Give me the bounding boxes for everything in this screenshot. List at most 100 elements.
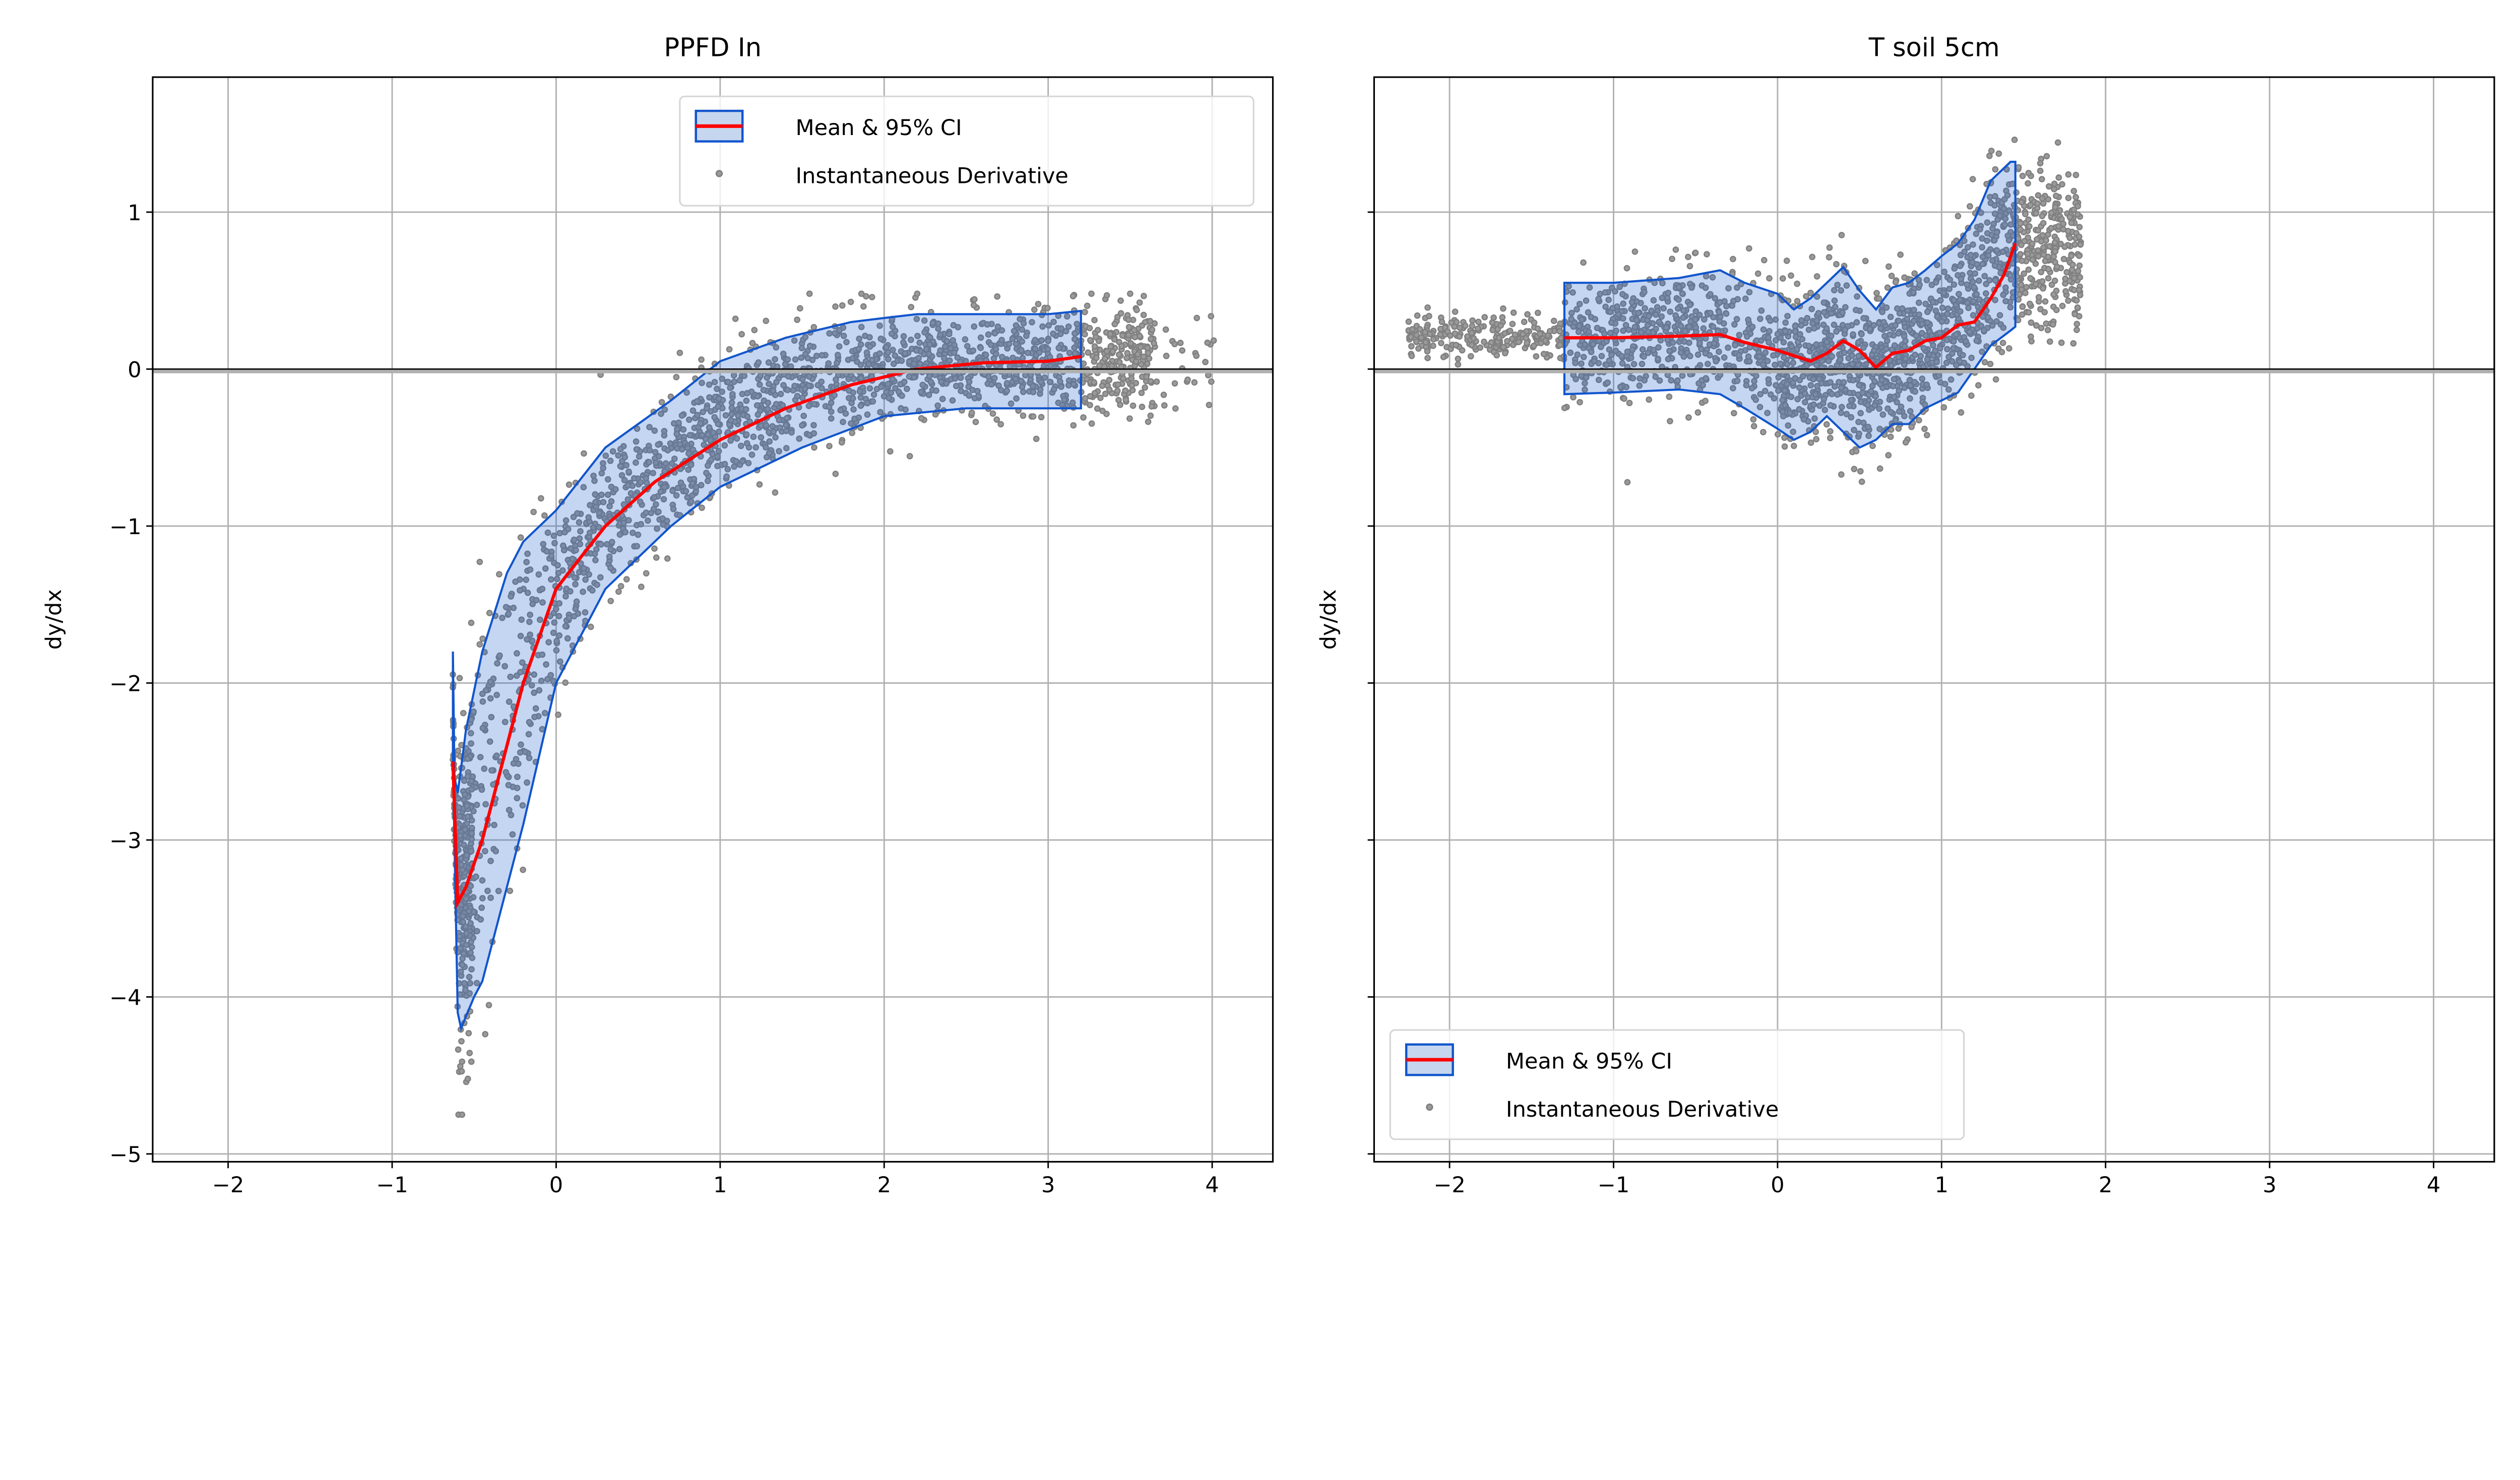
- scatter-point: [1967, 203, 1973, 210]
- scatter-point: [633, 438, 640, 445]
- scatter-point: [1087, 402, 1094, 409]
- scatter-point: [926, 372, 933, 379]
- scatter-point: [1902, 439, 1909, 446]
- scatter-point: [925, 351, 932, 357]
- scatter-point: [1062, 328, 1069, 335]
- scatter-point: [617, 445, 624, 453]
- scatter-point: [519, 659, 526, 666]
- scatter-point: [604, 491, 611, 498]
- scatter-point: [2059, 181, 2065, 188]
- scatter-point: [964, 343, 971, 350]
- scatter-point: [744, 390, 750, 397]
- scatter-point: [593, 503, 600, 510]
- scatter-point: [542, 565, 549, 572]
- scatter-point: [941, 355, 948, 362]
- scatter-point: [1885, 452, 1892, 459]
- scatter-point: [466, 1050, 473, 1056]
- ci-band: [452, 309, 1082, 1032]
- scatter-point: [488, 714, 495, 721]
- scatter-point: [801, 385, 808, 393]
- scatter-point: [1126, 415, 1133, 422]
- scatter-point: [858, 324, 865, 331]
- scatter-point: [699, 504, 705, 511]
- scatter-point: [2071, 275, 2077, 282]
- scatter-point: [656, 453, 662, 460]
- scatter-point: [989, 410, 996, 417]
- scatter-point: [739, 458, 746, 465]
- scatter-point: [870, 391, 877, 398]
- scatter-point: [1091, 379, 1097, 385]
- scatter-point: [814, 381, 822, 389]
- scatter-point: [532, 705, 539, 712]
- scatter-point: [1135, 351, 1142, 358]
- scatter-point: [1094, 327, 1101, 334]
- scatter-point: [517, 749, 524, 756]
- scatter-point: [2076, 224, 2083, 230]
- scatter-point: [586, 529, 593, 536]
- scatter-point: [904, 385, 910, 393]
- y-tick-label: 1: [128, 201, 141, 226]
- scatter-point: [1766, 275, 1773, 282]
- scatter-point: [782, 422, 789, 429]
- scatter-point: [482, 801, 489, 808]
- scatter-point: [1702, 398, 1709, 404]
- scatter-point: [618, 472, 625, 479]
- scatter-point: [832, 303, 839, 310]
- scatter-series: [450, 290, 1217, 1118]
- scatter-point: [1103, 292, 1110, 299]
- scatter-point: [1139, 322, 1146, 329]
- scatter-point: [466, 990, 473, 997]
- scatter-point: [1537, 331, 1543, 338]
- scatter-point: [2060, 255, 2067, 263]
- scatter-point: [752, 444, 760, 451]
- scatter-point: [1111, 320, 1118, 328]
- scatter-point: [2043, 237, 2050, 244]
- scatter-point: [705, 431, 712, 438]
- scatter-point: [840, 333, 847, 339]
- scatter-point: [1923, 432, 1930, 438]
- scatter-point: [2027, 333, 2034, 340]
- legend-label-mean-ci: Mean & 95% CI: [1506, 1049, 1672, 1074]
- scatter-point: [673, 374, 680, 380]
- scatter-point: [547, 672, 554, 679]
- scatter-point: [607, 598, 614, 604]
- scatter-point: [1161, 402, 1168, 409]
- scatter-point: [622, 529, 629, 536]
- scatter-point: [2061, 243, 2068, 250]
- scatter-point: [477, 754, 484, 760]
- scatter-point: [728, 411, 735, 418]
- scatter-point: [1038, 414, 1045, 421]
- scatter-point: [1561, 405, 1568, 412]
- scatter-point: [575, 610, 582, 617]
- scatter-point: [1422, 329, 1428, 336]
- scatter-point: [462, 826, 469, 833]
- scatter-point: [863, 349, 870, 356]
- scatter-point: [518, 741, 524, 748]
- scatter-point: [608, 539, 615, 545]
- scatter-point: [784, 356, 791, 363]
- scatter-point: [673, 492, 680, 499]
- scatter-point: [1760, 429, 1767, 435]
- scatter-point: [687, 462, 695, 468]
- scatter-point: [1998, 349, 2005, 356]
- scatter-point: [1455, 361, 1462, 368]
- scatter-point: [674, 445, 680, 452]
- scatter-point: [1448, 319, 1455, 326]
- scatter-point: [1826, 244, 1833, 251]
- scatter-point: [1031, 306, 1038, 313]
- scatter-point: [570, 513, 577, 521]
- scatter-point: [1666, 393, 1673, 400]
- scatter-point: [617, 583, 624, 590]
- scatter-point: [2037, 160, 2044, 167]
- scatter-point: [1424, 355, 1431, 361]
- scatter-point: [810, 324, 817, 331]
- scatter-point: [1510, 309, 1517, 316]
- scatter-point: [723, 473, 730, 480]
- scatter-point: [527, 631, 534, 638]
- scatter-point: [1605, 296, 1612, 303]
- scatter-point: [1958, 409, 1965, 416]
- scatter-point: [866, 334, 873, 341]
- scatter-point: [2074, 304, 2081, 311]
- scatter-point: [1061, 396, 1067, 403]
- scatter-point: [661, 484, 668, 490]
